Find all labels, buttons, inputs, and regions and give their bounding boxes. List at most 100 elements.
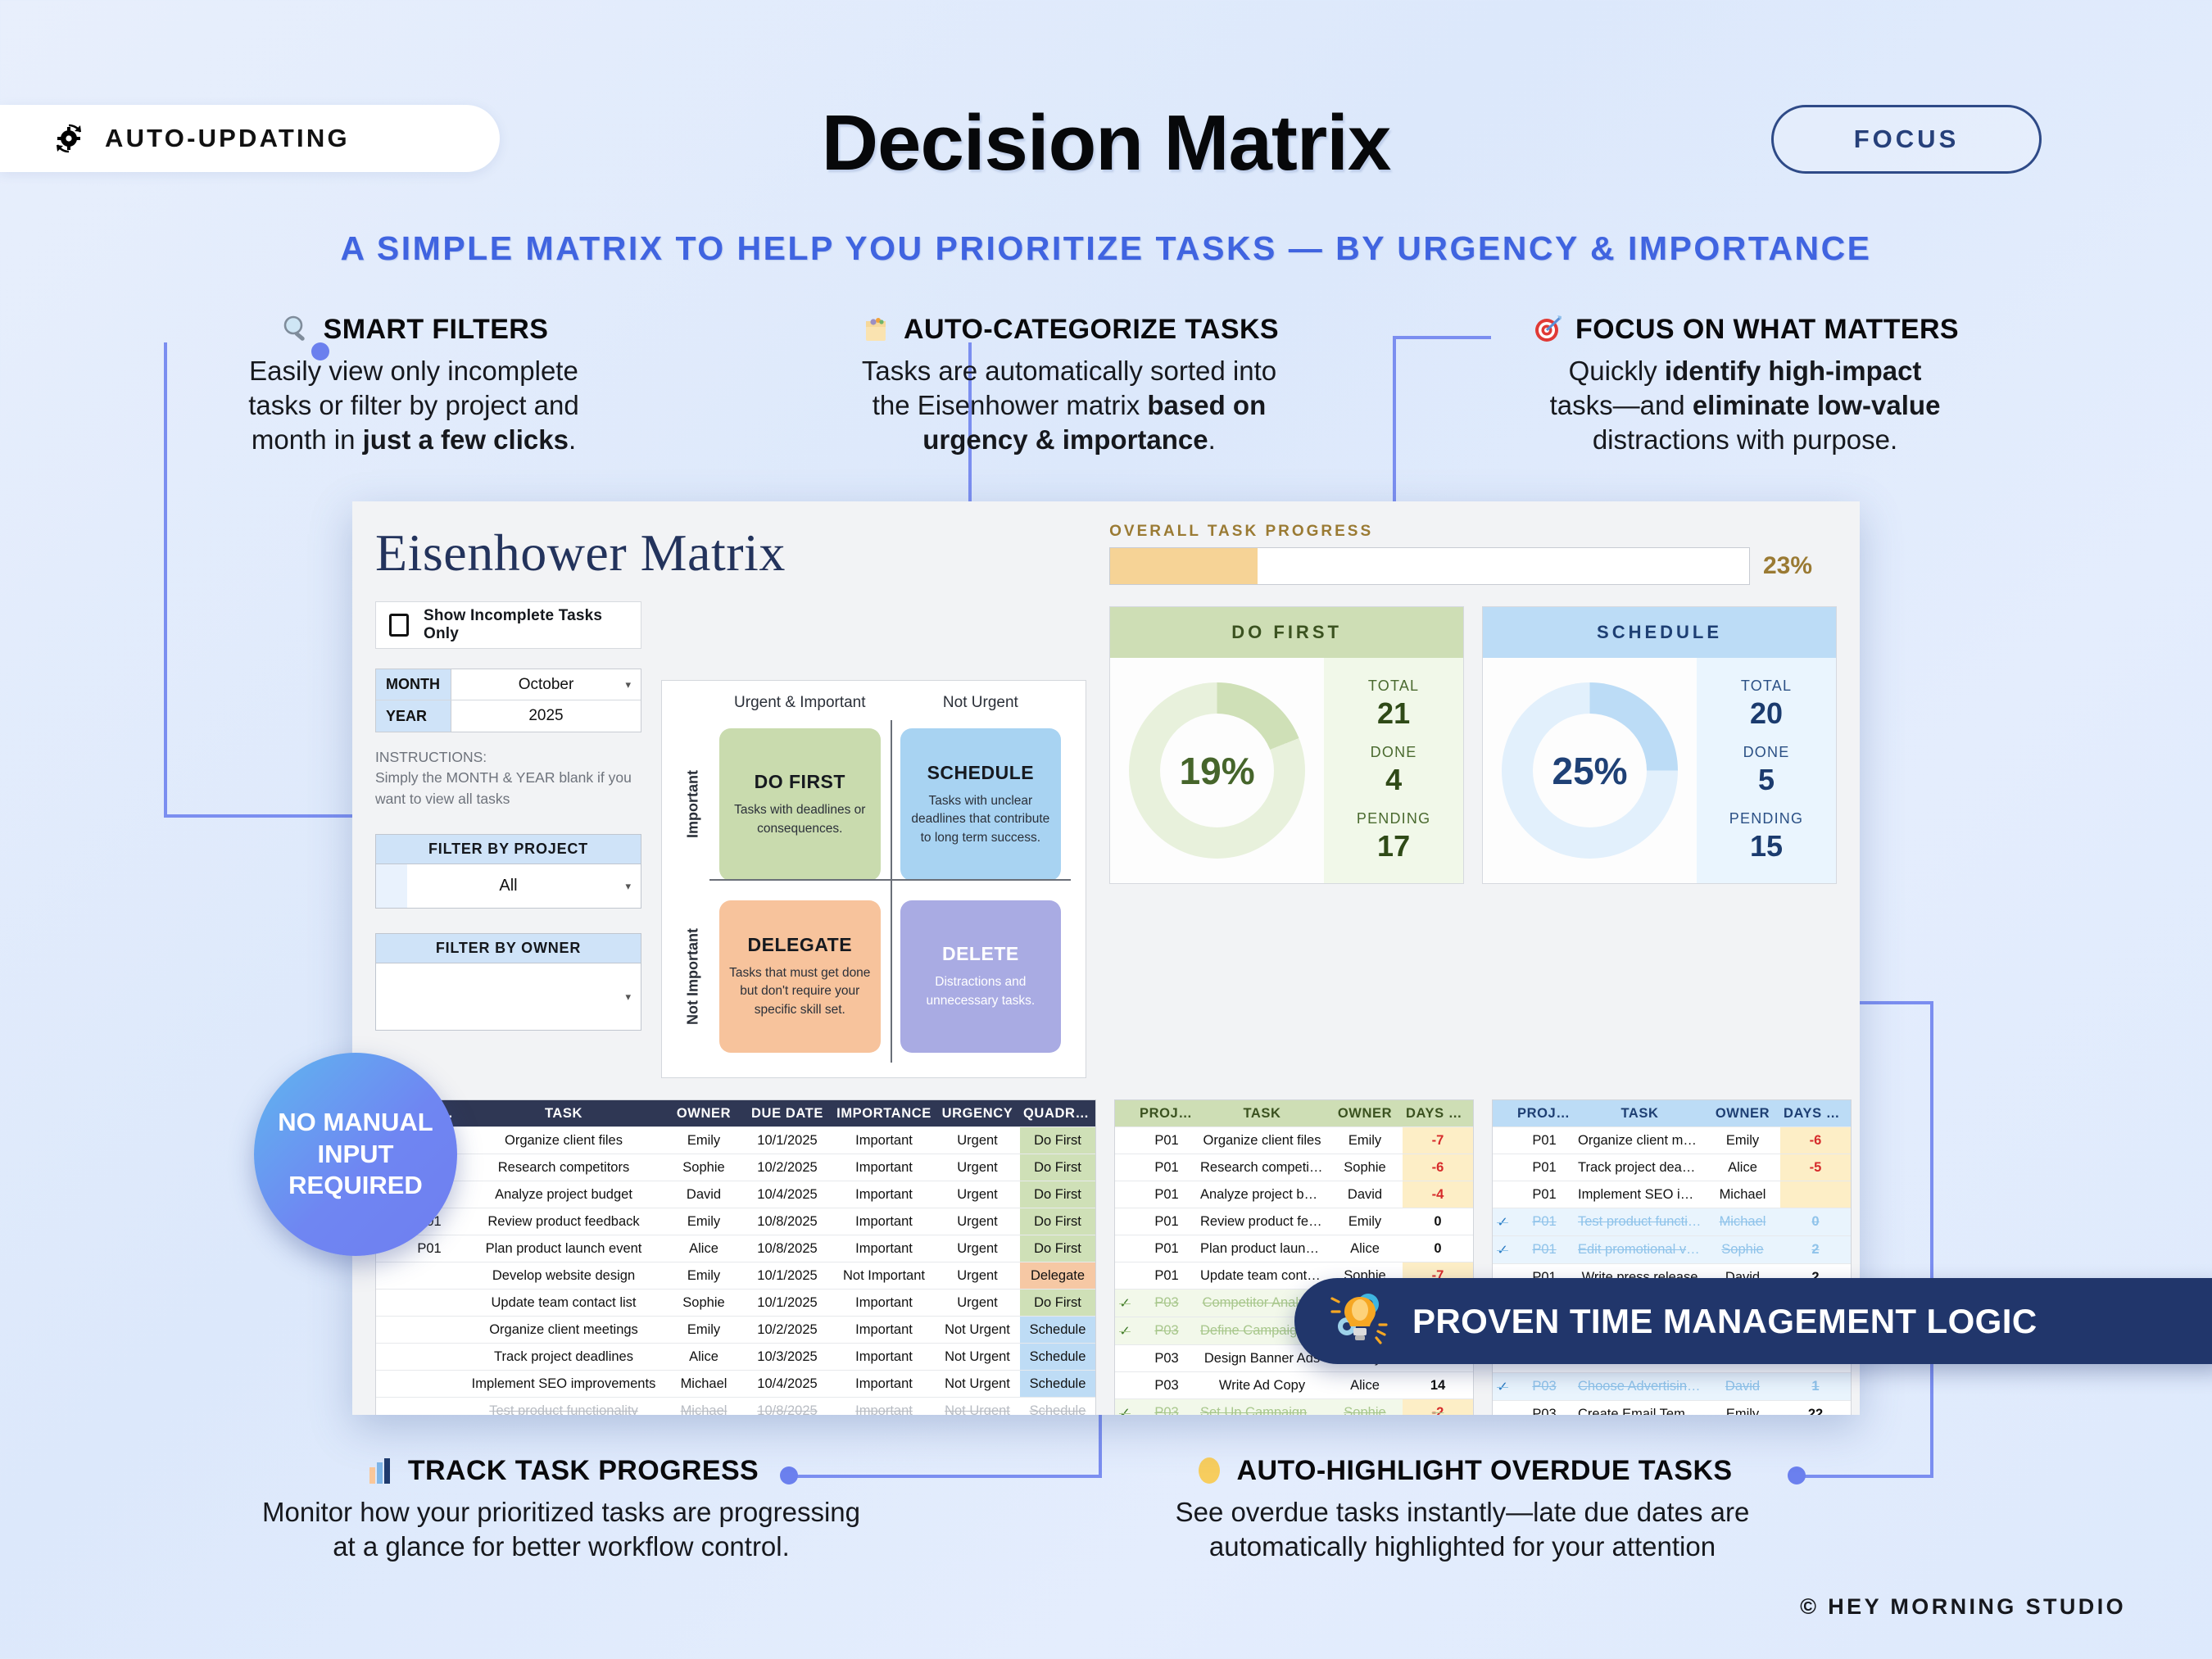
table-row[interactable]: P03 Create Email Templates Emily 22	[1493, 1400, 1851, 1415]
filter-by-project-select[interactable]: All ▾	[375, 864, 641, 909]
instructions-body: Simply the MONTH & YEAR blank if you wan…	[375, 769, 632, 807]
cell-task: Implement SEO improvements	[471, 1376, 656, 1391]
cell-quadrant: Do First	[1020, 1181, 1095, 1208]
table-row[interactable]: P01 Organize client files Emily -7	[1115, 1126, 1473, 1154]
checkmark-icon[interactable]	[1115, 1372, 1136, 1398]
table-row[interactable]: P01 Organize client meetings Emily -6	[1493, 1126, 1851, 1154]
connector-dot-overdue	[1788, 1466, 1806, 1484]
matrix-cell-do-first: DO FIRST Tasks with deadlines or consequ…	[709, 718, 891, 891]
checkmark-icon[interactable]	[1115, 1262, 1136, 1289]
card-do-first-stats: TOTAL 21 DONE 4 PENDING 17	[1324, 658, 1464, 883]
table-row[interactable]: Develop website design Emily 10/1/2025 Not …	[376, 1262, 1095, 1289]
table-row[interactable]: ✓ P03 Set Up Campaign Budget Sophie -2	[1115, 1398, 1473, 1415]
cell-due-date: 10/1/2025	[757, 1132, 818, 1148]
table-row[interactable]: P01 Track project deadlines Alice -5	[1493, 1154, 1851, 1181]
target-icon	[1531, 313, 1564, 346]
cell-owner: Sophie	[682, 1159, 725, 1175]
checkmark-icon[interactable]: ✓	[1119, 1323, 1131, 1339]
cell-project: P01	[1154, 1240, 1179, 1256]
table-row[interactable]: P01 Implement SEO improvements Michael	[1493, 1181, 1851, 1208]
year-label: YEAR	[376, 700, 451, 732]
table-row[interactable]: Test product functionality Michael 10/8/20…	[376, 1397, 1095, 1415]
checkmark-icon[interactable]: ✓	[1497, 1379, 1508, 1394]
callout-line: tasks—and eliminate low-value	[1549, 390, 1941, 421]
checkmark-icon[interactable]	[1115, 1154, 1136, 1181]
month-select[interactable]: October ▾	[518, 675, 631, 693]
chevron-down-icon[interactable]: ▾	[625, 678, 631, 691]
connector-overdue-v	[1930, 1001, 1933, 1478]
checkmark-icon[interactable]: ✓	[1119, 1295, 1131, 1311]
checkmark-icon[interactable]	[1493, 1401, 1514, 1415]
checkmark-icon[interactable]	[376, 1262, 397, 1289]
checkmark-icon[interactable]	[1493, 1154, 1514, 1181]
proven-banner-label: PROVEN TIME MANAGEMENT LOGIC	[1412, 1301, 2037, 1340]
do-first-table[interactable]: PROJECT TASK OWNER DAYS LEFT P01 Organize cl…	[1114, 1099, 1474, 1415]
callout-smart-filters-title: SMART FILTERS	[323, 313, 549, 345]
check-col-header	[1115, 1100, 1136, 1126]
checkmark-icon[interactable]: ✓	[1497, 1214, 1508, 1230]
year-input[interactable]: 2025	[528, 707, 564, 724]
table-row[interactable]: Track project deadlines Alice 10/3/2025 Imp…	[376, 1343, 1095, 1370]
checkmark-icon[interactable]	[376, 1398, 397, 1415]
cell-project	[397, 1398, 461, 1415]
checkmark-icon[interactable]	[1115, 1127, 1136, 1154]
callout-auto-highlight: AUTO-HIGHLIGHT OVERDUE TASKS See overdue…	[1081, 1454, 1843, 1564]
cell-project: P03	[1154, 1350, 1179, 1366]
checkmark-icon[interactable]	[1493, 1181, 1514, 1208]
callout-focus-matters-head: FOCUS ON WHAT MATTERS	[1466, 313, 2024, 346]
callout-line: Quickly identify high-impact	[1568, 356, 1922, 386]
checkmark-icon[interactable]	[376, 1371, 397, 1397]
card-schedule-stats: TOTAL 20 DONE 5 PENDING 15	[1697, 658, 1837, 883]
chevron-down-icon[interactable]: ▾	[625, 879, 631, 892]
cell-project: P03	[1154, 1322, 1179, 1338]
matrix-cell-delegate: DELEGATE Tasks that must get done but do…	[709, 891, 891, 1063]
cell-owner: Alice	[1350, 1377, 1380, 1393]
table-row[interactable]: ✓ P01 Edit promotional video Sophie 2	[1493, 1235, 1851, 1263]
main-task-table[interactable]: PROJECTTASKOWNERDUE DATEIMPORTANCEURGENC…	[375, 1099, 1096, 1415]
schedule-table[interactable]: PROJECT TASK OWNER DAYS LEFT P01 Organize cl…	[1492, 1099, 1852, 1415]
table-row[interactable]: P01 Review product feedback Emily 0	[1115, 1208, 1473, 1235]
cell-project	[397, 1290, 461, 1316]
table-row[interactable]: P01 Plan product launch event Alice 0	[1115, 1235, 1473, 1262]
checkmark-icon[interactable]	[376, 1344, 397, 1370]
checkmark-icon[interactable]	[376, 1290, 397, 1316]
checkmark-icon[interactable]	[1115, 1181, 1136, 1208]
filter-by-owner-select[interactable]: ▾	[375, 963, 641, 1031]
show-incomplete-toggle[interactable]: Show Incomplete Tasks Only	[375, 601, 641, 649]
callout-line: distractions with purpose.	[1592, 424, 1898, 456]
table-row[interactable]: Implement SEO improvements Michael 10/4/20…	[376, 1370, 1095, 1397]
column-header: DUE DATE	[751, 1105, 823, 1121]
cell-owner: Emily	[1348, 1132, 1382, 1148]
table-row[interactable]: P03 Write Ad Copy Alice 14	[1115, 1371, 1473, 1398]
cell-urgency: Urgent	[957, 1240, 998, 1256]
checkmark-icon[interactable]	[376, 1317, 397, 1343]
stat-pending: PENDING 15	[1729, 810, 1804, 863]
checkmark-icon[interactable]	[1115, 1235, 1136, 1262]
callout-line: tasks or filter by project and	[248, 390, 579, 421]
checkmark-icon[interactable]	[1493, 1127, 1514, 1154]
table-row[interactable]: P01 Write press release David 2	[1493, 1263, 1851, 1290]
table-row[interactable]: Update team contact list Sophie 10/1/2025 I…	[376, 1289, 1095, 1316]
callout-line: Tasks are automatically sorted into	[861, 356, 1277, 386]
card-schedule: SCHEDULE 25% TOTAL 20 DONE 5 PENDING 15	[1482, 606, 1838, 884]
callout-line: month in just a few clicks.	[251, 424, 577, 456]
checkmark-icon[interactable]	[1115, 1208, 1136, 1235]
table-row[interactable]: ✓ P01 Test product functionality Michael 0	[1493, 1208, 1851, 1235]
checkbox-icon[interactable]	[389, 614, 409, 637]
table-row[interactable]: P01 Research competitors Sophie -6	[1115, 1154, 1473, 1181]
checkmark-icon[interactable]	[1115, 1345, 1136, 1371]
overall-progress-percent: 23%	[1763, 552, 1813, 579]
table-row[interactable]: Organize client meetings Emily 10/2/2025 Im…	[376, 1316, 1095, 1343]
spreadsheet-screenshot[interactable]: Eisenhower Matrix Show Incomplete Tasks …	[352, 501, 1860, 1415]
checkmark-icon[interactable]: ✓	[1119, 1405, 1131, 1416]
table-row[interactable]: P01 Plan product launch event Alice 10/8/20…	[376, 1235, 1095, 1262]
checkmark-icon[interactable]: ✓	[1497, 1242, 1508, 1258]
table-row[interactable]: P01 Analyze project budget David -4	[1115, 1181, 1473, 1208]
chevron-down-icon[interactable]: ▾	[625, 990, 631, 1003]
table-row[interactable]: ✓ P03 Choose Advertising Channels David 1	[1493, 1372, 1851, 1400]
